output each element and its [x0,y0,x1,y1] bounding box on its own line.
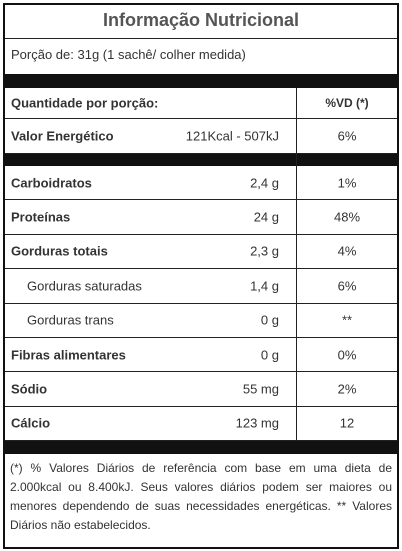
vd: 6% [337,128,357,144]
vd: 1% [337,175,357,191]
nutrient-row: Sódio 55 mg 2% [5,372,397,407]
serving: Porção de: 31g (1 sachê/ colher medida) [11,47,246,62]
vd: 6% [337,278,357,294]
energy-row: Valor Energético 121Kcal - 507kJ 6% [5,119,397,154]
nutrient-row: Fibras alimentares 0 g 0% [5,338,397,373]
header-vd: %VD (*) [325,96,369,110]
nutrient-row: Carboidratos 2,4 g 1% [5,166,397,201]
label: Gorduras trans [27,312,114,328]
label: Gorduras saturadas [27,278,142,294]
vd: 4% [337,243,357,259]
amount: 0 g [260,312,279,328]
amount: 0 g [260,347,279,363]
amount: 55 mg [242,381,279,397]
vd: ** [341,312,353,328]
vd: 0% [337,347,357,363]
label: Valor Energético [11,128,114,144]
label: Carboidratos [11,175,92,191]
divider [5,38,397,39]
table-header: Quantidade por porção: %VD (*) [5,88,397,119]
nutrient-row: Gorduras trans 0 g ** [5,304,397,338]
nutrient-row: Cálcio 123 mg 12 [5,407,397,442]
thick-bar [5,74,397,88]
column-divider [296,88,297,440]
amount: 123 mg [235,415,279,431]
nutrition-label: Informação Nutricional Porção de: 31g (1… [3,3,399,549]
label: Cálcio [11,415,51,431]
label: Gorduras totais [11,243,108,259]
label: Sódio [11,381,48,397]
amount: 2,4 g [250,175,279,191]
label: Fibras alimentares [11,347,126,363]
vd: 2% [337,381,357,397]
nutrient-row: Gorduras saturadas 1,4 g 6% [5,269,397,304]
amount: 24 g [253,209,279,225]
nutrient-row: Proteínas 24 g 48% [5,200,397,235]
vd: 48% [333,209,361,225]
title: Informação Nutricional [102,10,300,30]
thick-bar [5,441,397,454]
nutrient-row: Gorduras totais 2,3 g 4% [5,235,397,270]
amount: 2,3 g [250,243,279,259]
thick-bar [5,154,397,166]
vd: 12 [339,415,355,431]
amount: 121Kcal - 507kJ [185,128,279,144]
label: Proteínas [11,209,71,225]
footnote: (*) % Valores Diários de referência com … [10,461,392,532]
amount: 1,4 g [250,278,279,294]
header-label: Quantidade por porção: [11,95,159,111]
